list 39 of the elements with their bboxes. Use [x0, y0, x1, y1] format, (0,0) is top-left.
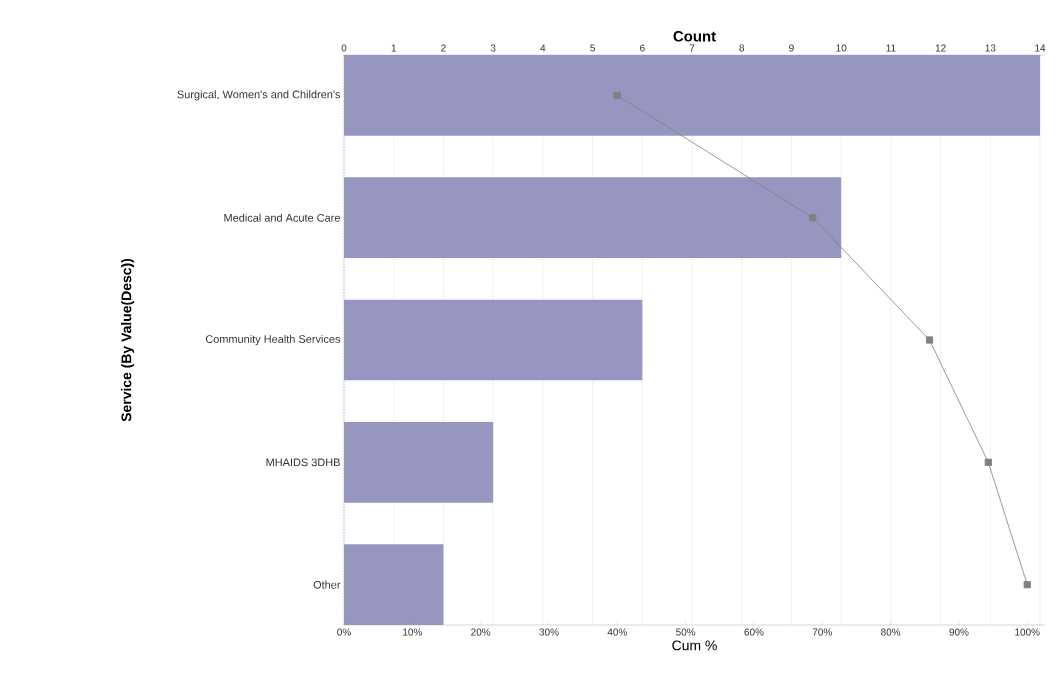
point: [613, 91, 621, 99]
y-tick-label: Surgical, Women's and Children's: [177, 90, 341, 101]
x2-tick-label: 4: [540, 44, 546, 52]
x2-tick-label: 11: [886, 44, 896, 52]
x-tick-label: 30%: [539, 628, 559, 636]
x2-tick-label: 6: [640, 44, 645, 52]
x-tick-label: 50%: [676, 628, 696, 636]
x2-tick-label: 1: [391, 44, 397, 52]
x-tick-label: 60%: [744, 628, 764, 636]
x-tick-label: 70%: [812, 628, 832, 636]
x2-tick-label: 0: [341, 44, 347, 52]
x-tick-label: 10%: [403, 628, 422, 636]
x-tick-label: 100%: [1015, 628, 1040, 636]
x-tick-label: 80%: [881, 628, 901, 636]
y-tick-label: Community Health Services: [205, 334, 341, 346]
y-tick-label: MHAIDS 3DHB: [266, 458, 340, 467]
x2-axis-title: Count: [673, 31, 716, 42]
x2-tick-label: 8: [739, 44, 745, 52]
x-tick-label: 20%: [471, 628, 491, 636]
x2-tick-label: 3: [490, 44, 496, 52]
point: [1023, 581, 1031, 589]
x2-tick-label: 12: [935, 44, 946, 52]
y-tick-label: Other: [313, 580, 341, 589]
x-tick-label: 40%: [607, 628, 627, 636]
x2-tick-label: 7: [689, 44, 695, 52]
x-axis-title: Cum %: [672, 640, 717, 651]
x-tick-label: 90%: [949, 628, 969, 636]
x-tick-label: 0%: [337, 628, 351, 636]
x2-tick-label: 10: [836, 44, 847, 52]
x2-tick-label: 9: [789, 44, 794, 52]
x2-tick-label: 5: [590, 44, 595, 52]
point: [809, 214, 817, 222]
y-tick-label: Medical and Acute Care: [224, 213, 340, 222]
x2-tick-label: 13: [985, 44, 996, 52]
x2-tick-label: 2: [441, 44, 446, 52]
point: [984, 458, 992, 466]
point: [925, 336, 934, 344]
y-axis-title: Service (By Value(Desc)): [121, 258, 135, 422]
x2-tick-label: 14: [1035, 44, 1046, 52]
